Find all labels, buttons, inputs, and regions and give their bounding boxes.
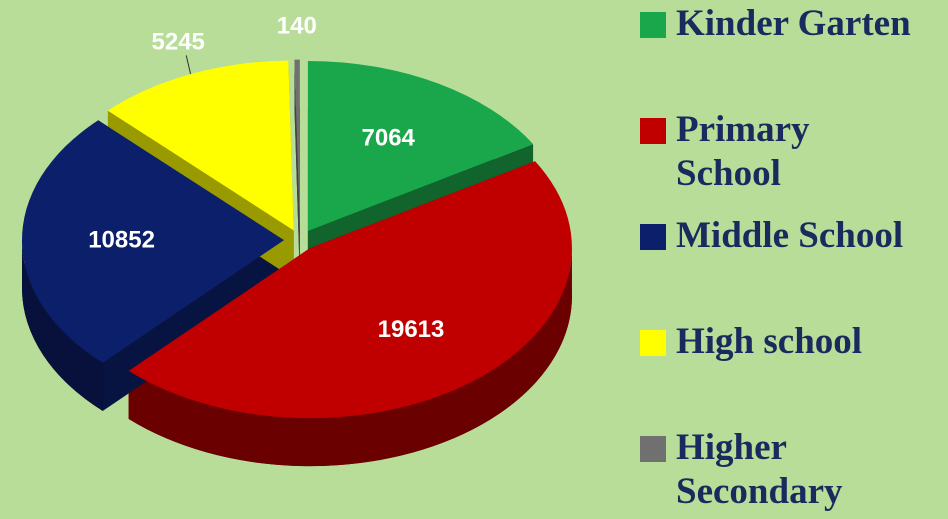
legend-label: Kinder Garten [676,3,911,44]
slice [22,120,285,363]
data-label: 7064 [362,125,416,152]
slice [107,60,294,231]
legend-label: Higher Secondary [676,427,843,512]
legend-swatch [640,330,666,356]
legend-swatch [640,118,666,144]
legend-swatch [640,224,666,250]
legend-label: Primary School [676,109,810,194]
slice [307,60,534,231]
slice-side [294,59,300,278]
legend-item: Kinder Garten [640,2,940,46]
legend-item: High school [640,320,940,364]
legend-item: Higher Secondary [640,426,940,514]
slice [128,161,572,419]
legend-label: Middle School [676,215,904,256]
slice-wall [128,248,572,467]
data-label: 19613 [378,316,445,343]
legend-swatch [640,12,666,38]
slice-wall [22,240,103,411]
legend-item: Middle School [640,214,940,258]
data-label: 140 [277,13,317,40]
chart: 7064 19613 10852 5245 140 [22,13,572,467]
data-label: 5245 [152,29,205,56]
legend-swatch [640,436,666,462]
slice [294,59,300,230]
legend-label: High school [676,321,863,362]
leader-line [185,55,192,75]
legend-item: Primary School [640,108,940,196]
data-label: 10852 [88,227,155,254]
